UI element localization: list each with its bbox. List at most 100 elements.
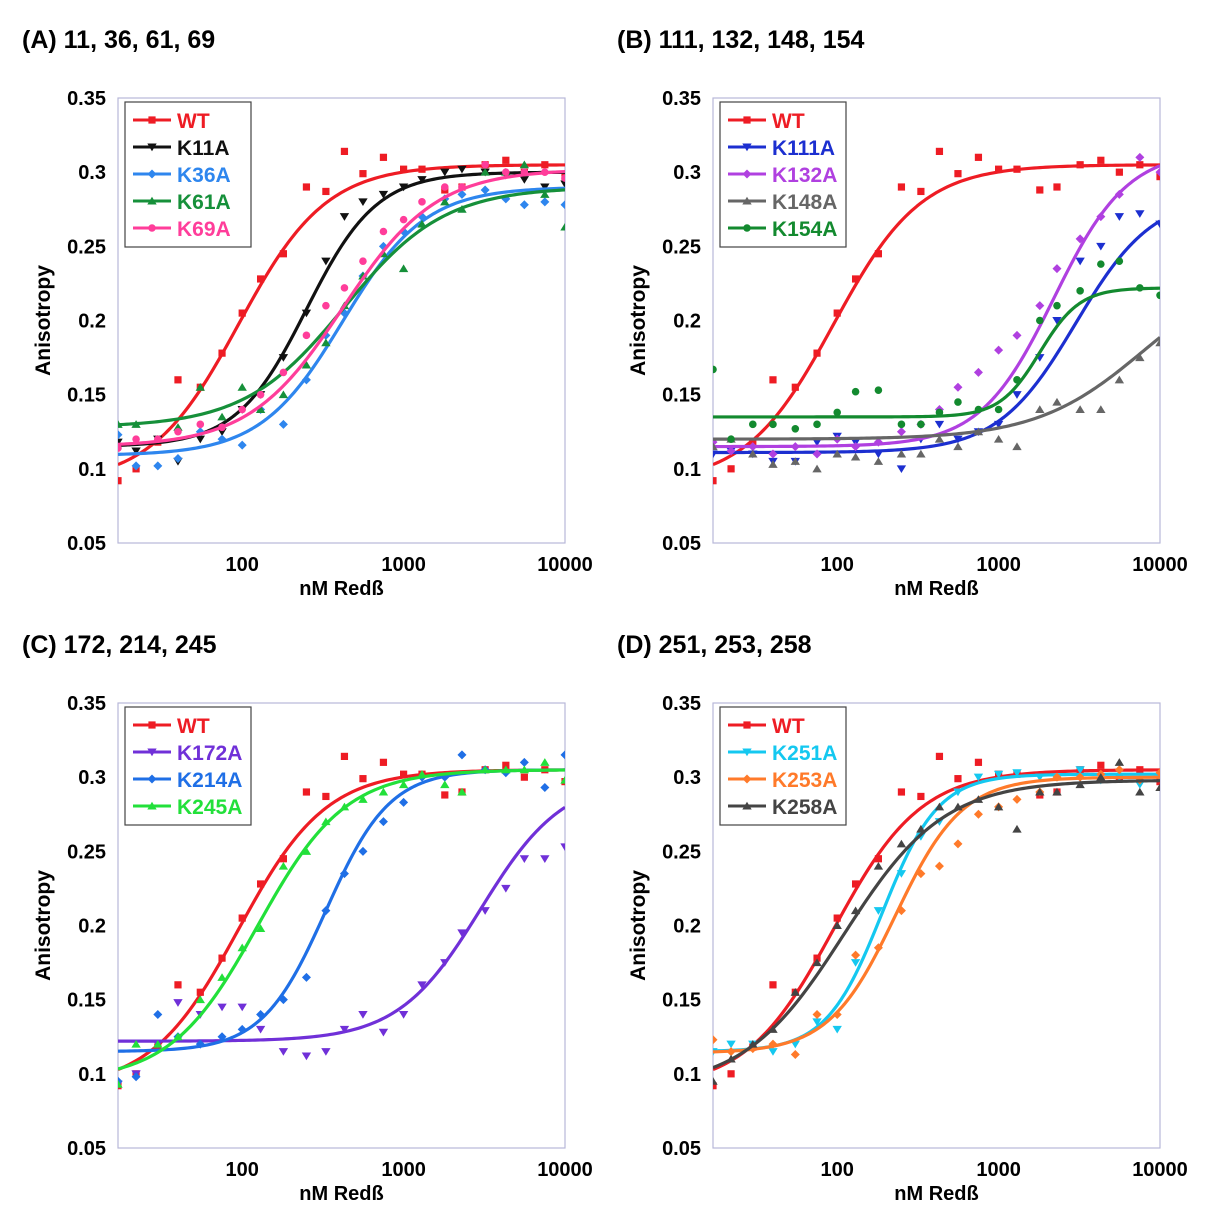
data-point-k172a [278, 1048, 289, 1056]
panel-c: (C) 172, 214, 245 0.05 0.1 0.15 0.2 0.25 0.3 0.… [22, 631, 593, 1205]
data-point-wt [1097, 761, 1105, 769]
data-point-k69a [256, 390, 265, 399]
data-point-wt [1036, 186, 1044, 194]
y-tick-label: 0.05 [67, 533, 106, 555]
legend-label: K245A [177, 796, 242, 819]
data-point-k154a [833, 408, 841, 417]
x-tick-label: 100 [821, 1159, 854, 1181]
data-point-k172a [217, 1003, 227, 1012]
data-point-k36a [237, 440, 247, 450]
data-point-wt [379, 758, 388, 766]
plot-area [713, 147, 1160, 485]
x-tick-label: 100 [226, 554, 259, 576]
data-point-k111a [934, 420, 945, 429]
data-point-k36a [457, 189, 467, 199]
data-point-wt [256, 880, 265, 888]
data-point-wt [1156, 173, 1160, 181]
data-point-k258a [973, 795, 984, 803]
legend-marker [147, 774, 157, 784]
data-point-k148a [973, 427, 984, 436]
data-point-k251a [726, 1040, 736, 1049]
fit-curve-k69a [118, 169, 565, 446]
legend-label: K148A [772, 191, 837, 214]
legend-label: K69A [177, 218, 231, 241]
data-point-wt [974, 153, 983, 161]
plot-frame [117, 97, 566, 544]
data-point-k154a [1076, 287, 1084, 295]
data-point-k253a [934, 861, 944, 871]
data-point-k36a [560, 200, 565, 210]
legend-marker [742, 748, 752, 757]
y-tick-label: 0.35 [662, 88, 701, 110]
data-point-k61a [398, 264, 409, 273]
data-point-k148a [1035, 405, 1045, 414]
data-point-k172a [255, 1025, 266, 1034]
panel-d-title: (D) 251, 253, 258 [617, 631, 812, 659]
legend-marker [742, 801, 752, 810]
data-point-wt [379, 153, 388, 161]
data-point-k258a [713, 1077, 718, 1085]
legend-label: WT [772, 715, 805, 738]
data-point-k251a [850, 959, 861, 967]
data-point-k258a [1096, 772, 1106, 781]
fit-curve-k36a [118, 186, 565, 456]
data-point-k36a [118, 430, 123, 440]
data-point-k258a [1135, 787, 1145, 796]
data-point-k69a [174, 427, 182, 436]
data-point-k111a [1135, 210, 1145, 218]
data-point-k245a [398, 780, 409, 789]
data-point-wt [256, 275, 265, 283]
data-point-k61a [440, 197, 450, 206]
data-point-k61a [301, 360, 312, 369]
data-point-wt [897, 788, 906, 796]
data-point-k132a [726, 446, 736, 456]
data-point-k36a [153, 461, 163, 471]
y-tick-label: 0.15 [662, 385, 701, 407]
data-point-k36a [301, 375, 311, 385]
panel-d: (D) 251, 253, 258 0.05 0.1 0.15 0.2 0.25 0.3 0.… [617, 631, 1188, 1205]
data-point-k36a [173, 453, 183, 463]
data-point-k69a [196, 420, 205, 429]
data-point-k245a [255, 924, 266, 932]
x-tick-label: 100 [821, 554, 854, 576]
legend-label: K172A [177, 742, 242, 765]
y-tick-label: 0.2 [673, 916, 701, 938]
y-tick-label: 0.3 [78, 162, 106, 184]
data-point-wt [400, 770, 408, 778]
data-point-k258a [726, 1054, 736, 1063]
data-point-wt [441, 791, 449, 799]
data-point-k172a [560, 843, 565, 852]
data-point-wt [874, 855, 883, 863]
data-point-k214a [457, 750, 467, 760]
data-point-wt [769, 981, 777, 989]
data-point-k148a [850, 452, 861, 461]
data-point-k251a [832, 1025, 842, 1034]
data-point-k258a [953, 802, 963, 811]
data-point-wt [174, 981, 182, 989]
y-tick-label: 0.05 [67, 1138, 106, 1160]
data-point-k154a [727, 435, 735, 443]
data-point-k61a [237, 383, 247, 391]
data-point-k69a [502, 168, 510, 176]
data-point-k258a [850, 906, 861, 915]
legend-marker [147, 143, 157, 152]
data-point-k214a [237, 1024, 247, 1034]
data-point-k245a [217, 973, 227, 981]
y-tick-label: 0.35 [67, 88, 106, 110]
data-point-k69a [340, 284, 349, 292]
data-point-k69a [379, 227, 388, 236]
data-point-wt [727, 465, 735, 473]
data-point-k253a [1052, 772, 1062, 782]
y-tick-label: 0.1 [673, 1064, 701, 1086]
legend-label: K154A [772, 218, 837, 241]
y-tick-label: 0.25 [662, 236, 701, 258]
data-point-k148a [1135, 353, 1145, 362]
data-point-k11a [440, 168, 450, 177]
legend-label: K111A [772, 137, 835, 160]
data-point-k251a [768, 1048, 778, 1056]
data-point-k132a [994, 345, 1004, 355]
data-point-k154a [1036, 316, 1044, 325]
y-tick-label: 0.3 [78, 767, 106, 789]
data-point-k111a [953, 435, 963, 444]
